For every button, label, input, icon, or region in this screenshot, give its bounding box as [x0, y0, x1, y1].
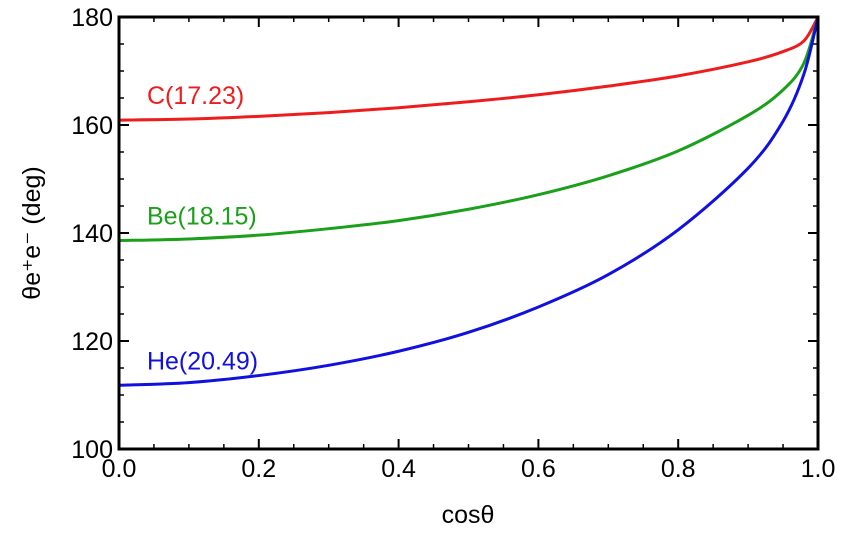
series-line [118, 16, 820, 243]
series-line [118, 16, 820, 122]
y-axis-title: θe⁺e⁻ (deg) [18, 166, 46, 299]
x-axis-title: cosθ [442, 501, 495, 529]
x-tick-label: 0.6 [521, 455, 556, 483]
x-tick-label: 0.2 [241, 455, 276, 483]
x-tick-label: 0.0 [102, 455, 137, 483]
y-tick-label: 100 [71, 436, 113, 464]
x-tick-label: 0.8 [661, 455, 696, 483]
series-label: He(20.49) [147, 347, 258, 375]
series-label: Be(18.15) [147, 203, 257, 231]
series-lines [118, 16, 820, 387]
x-tick-label: 1.0 [801, 455, 836, 483]
tick-labels: 0.0 0.2 0.4 0.6 0.8 1.0 100 120 140 160 180 [71, 4, 835, 483]
y-tick-label: 180 [71, 4, 113, 32]
y-tick-label: 160 [71, 112, 113, 140]
y-tick-label: 140 [71, 220, 113, 248]
series-label: C(17.23) [147, 82, 244, 110]
x-tick-label: 0.4 [381, 455, 416, 483]
plot-frame [117, 15, 820, 451]
series-line [118, 16, 820, 387]
series-labels: C(17.23) Be(18.15) He(20.49) [147, 82, 258, 375]
y-tick-label: 120 [71, 328, 113, 356]
